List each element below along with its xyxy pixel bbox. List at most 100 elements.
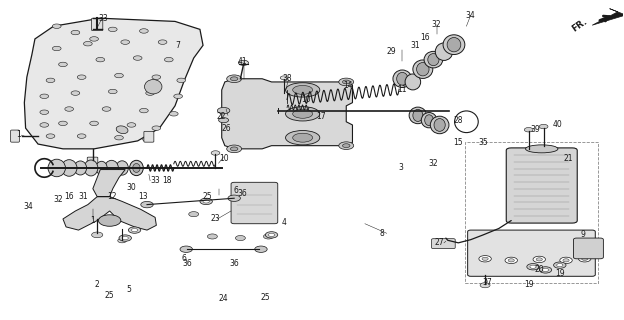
Ellipse shape [116, 126, 128, 134]
Circle shape [170, 112, 178, 116]
Circle shape [255, 246, 267, 252]
Circle shape [115, 73, 124, 78]
FancyBboxPatch shape [144, 131, 154, 142]
Bar [464, 142, 598, 283]
Circle shape [479, 256, 491, 262]
Ellipse shape [133, 164, 140, 172]
Ellipse shape [447, 37, 461, 52]
Circle shape [188, 212, 198, 217]
Circle shape [339, 78, 354, 86]
Ellipse shape [74, 161, 87, 175]
Ellipse shape [293, 133, 313, 142]
Circle shape [343, 144, 350, 148]
Text: 37: 37 [483, 278, 492, 287]
Text: 17: 17 [316, 113, 326, 122]
Circle shape [280, 76, 288, 80]
Circle shape [52, 46, 61, 51]
Text: 32: 32 [53, 195, 63, 204]
Circle shape [109, 89, 117, 94]
Circle shape [146, 91, 155, 95]
Circle shape [230, 77, 238, 81]
Circle shape [59, 62, 67, 67]
FancyBboxPatch shape [11, 130, 19, 142]
Ellipse shape [425, 115, 434, 125]
Circle shape [140, 29, 149, 33]
Circle shape [539, 267, 552, 273]
Ellipse shape [443, 35, 465, 54]
Ellipse shape [145, 80, 162, 94]
Ellipse shape [61, 160, 77, 176]
Circle shape [560, 257, 572, 264]
Text: 23: 23 [211, 214, 220, 223]
Circle shape [143, 137, 152, 141]
Ellipse shape [434, 119, 446, 131]
Circle shape [152, 126, 161, 130]
Text: 6: 6 [233, 186, 238, 195]
Text: 6: 6 [182, 254, 187, 263]
Ellipse shape [405, 74, 421, 90]
Text: 20: 20 [534, 265, 544, 275]
Ellipse shape [428, 53, 439, 66]
Text: FR.: FR. [570, 17, 589, 33]
Circle shape [158, 40, 167, 44]
Ellipse shape [105, 160, 119, 176]
Text: 22: 22 [217, 113, 227, 122]
Text: 40: 40 [553, 120, 563, 130]
Circle shape [109, 27, 117, 32]
Text: 36: 36 [229, 259, 239, 268]
Circle shape [542, 268, 548, 271]
Circle shape [52, 24, 61, 28]
Circle shape [96, 57, 105, 62]
Circle shape [40, 123, 49, 127]
Circle shape [217, 108, 230, 114]
Text: 31: 31 [78, 192, 88, 201]
FancyBboxPatch shape [467, 230, 595, 276]
Circle shape [263, 234, 273, 239]
Ellipse shape [286, 131, 319, 145]
Circle shape [71, 91, 80, 95]
Text: 4: 4 [281, 218, 286, 227]
Polygon shape [63, 170, 157, 230]
Circle shape [165, 57, 173, 62]
Circle shape [65, 107, 74, 111]
Ellipse shape [130, 160, 144, 176]
Circle shape [227, 75, 241, 83]
Circle shape [71, 30, 80, 35]
Text: 14: 14 [343, 81, 353, 90]
Circle shape [132, 228, 138, 232]
Text: 2: 2 [95, 280, 100, 289]
Circle shape [77, 75, 86, 79]
Circle shape [92, 232, 103, 238]
Text: 31: 31 [410, 41, 419, 50]
Circle shape [228, 195, 240, 201]
Ellipse shape [397, 72, 408, 85]
Circle shape [505, 257, 517, 264]
Circle shape [84, 42, 92, 46]
Text: 25: 25 [105, 291, 114, 300]
Circle shape [343, 80, 350, 84]
FancyBboxPatch shape [87, 157, 98, 169]
Circle shape [118, 238, 127, 243]
Circle shape [207, 234, 217, 239]
Polygon shape [222, 79, 353, 149]
Text: 34: 34 [24, 202, 34, 211]
Text: 35: 35 [479, 138, 488, 147]
Text: 9: 9 [580, 230, 585, 239]
Circle shape [536, 258, 542, 261]
Text: 36: 36 [237, 189, 247, 198]
Circle shape [127, 123, 136, 127]
Text: 3: 3 [398, 164, 403, 172]
Circle shape [553, 262, 566, 268]
Circle shape [177, 78, 185, 83]
Text: 16: 16 [64, 192, 74, 201]
FancyBboxPatch shape [573, 238, 603, 259]
Ellipse shape [116, 161, 129, 175]
Circle shape [46, 78, 55, 83]
Ellipse shape [393, 70, 412, 87]
Ellipse shape [525, 145, 558, 153]
Text: 30: 30 [127, 183, 136, 192]
Text: 12: 12 [107, 192, 116, 201]
Text: 32: 32 [432, 20, 441, 29]
Circle shape [265, 232, 278, 238]
Text: 34: 34 [466, 11, 475, 20]
